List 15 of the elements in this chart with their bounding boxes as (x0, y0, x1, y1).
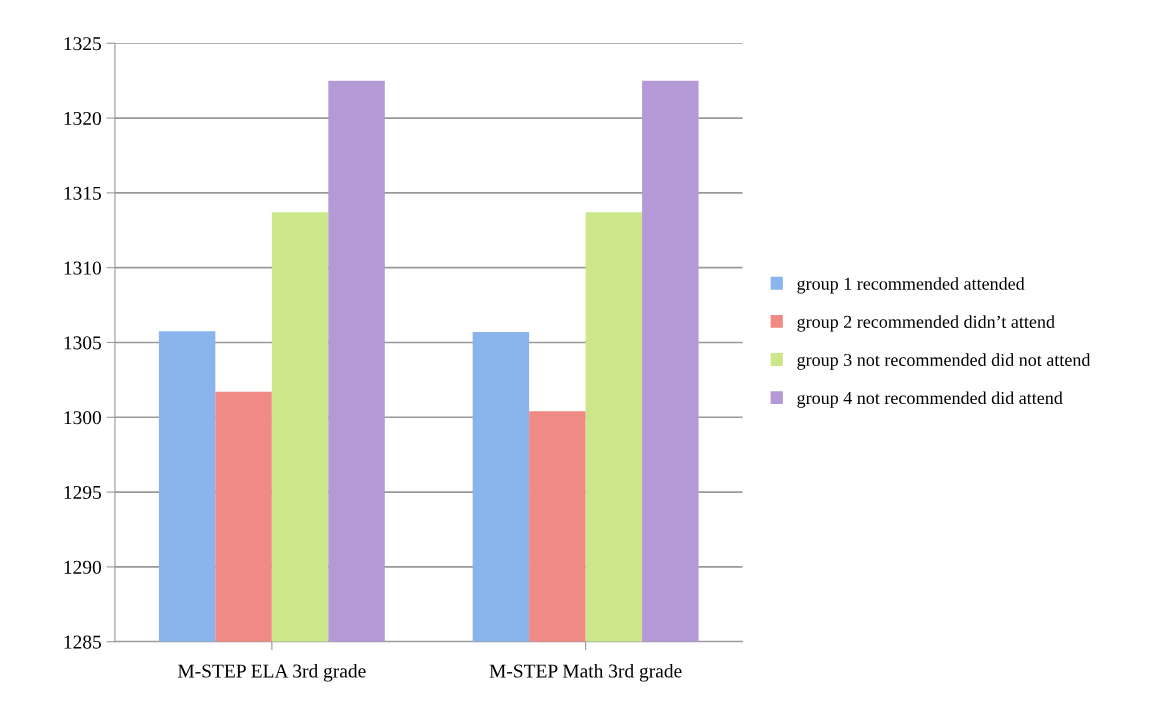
x-tick-label: M-STEP Math 3rd grade (489, 663, 682, 682)
y-tick-label: 1310 (64, 261, 102, 275)
y-tick-label: 1295 (64, 485, 101, 500)
y-tick-label: 1290 (64, 560, 102, 574)
y-tick-label: 1320 (64, 111, 102, 125)
y-tick-label: 1325 (64, 37, 101, 51)
x-tick-label: M-STEP ELA 3rd grade (177, 663, 366, 682)
y-tick-label: 1305 (64, 336, 101, 350)
legend-label: group 4 not recommended did attend (797, 391, 1063, 408)
legend-label: group 3 not recommended did not attend (797, 353, 1091, 370)
legend-label: group 1 recommended attended (797, 277, 1025, 294)
y-tick-label: 1315 (64, 186, 101, 200)
y-tick-label: 1285 (64, 635, 101, 649)
legend-label: group 2 recommended didn’t attend (797, 315, 1055, 332)
y-tick-label: 1300 (64, 411, 102, 425)
